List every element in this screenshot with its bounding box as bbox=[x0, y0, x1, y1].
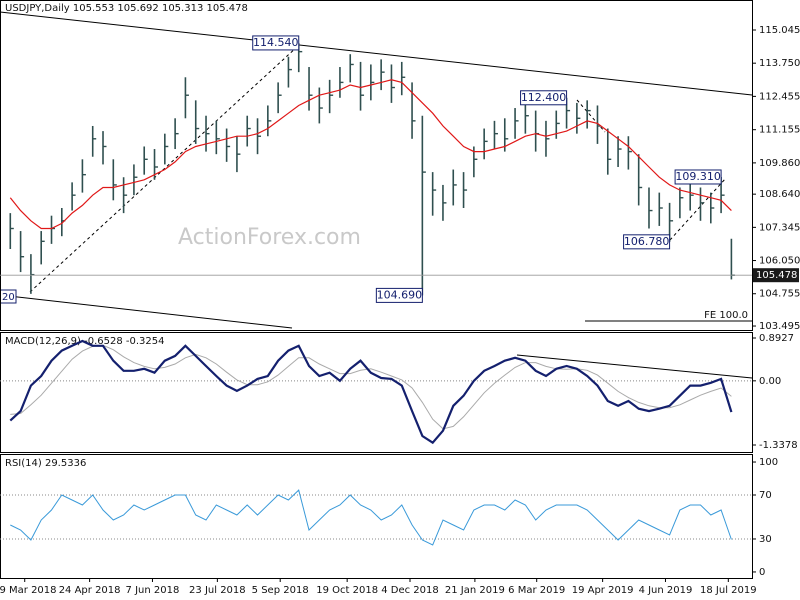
rsi-panel bbox=[0, 454, 753, 579]
moving-average bbox=[9, 79, 732, 230]
annotation-label: 109.310 bbox=[675, 170, 721, 183]
annotation-label: 112.400 bbox=[521, 91, 567, 104]
fib-line bbox=[576, 99, 606, 133]
x-tick-label: 5 Sep 2018 bbox=[252, 585, 309, 596]
watermark: ActionForex.com bbox=[178, 225, 361, 250]
x-tick-label: 9 Mar 2018 bbox=[0, 585, 57, 596]
y-tick-label: 115.045 bbox=[759, 25, 800, 36]
annotation-box bbox=[674, 169, 722, 185]
annotation-box bbox=[520, 90, 568, 106]
macd-panel bbox=[0, 332, 753, 453]
last-price-box bbox=[753, 268, 799, 283]
y-tick-label: -1.3378 bbox=[759, 440, 798, 451]
indicator-line bbox=[10, 344, 732, 430]
y-tick-label: 111.155 bbox=[759, 125, 800, 136]
y-tick-label: 108.640 bbox=[759, 189, 800, 200]
level-label: 20 bbox=[2, 292, 15, 303]
fe-label: FE 100.0 bbox=[704, 310, 748, 321]
x-tick-label: 21 Jan 2019 bbox=[445, 585, 505, 596]
annotation-box bbox=[252, 35, 300, 51]
fib-line bbox=[29, 45, 299, 293]
x-tick-label: 19 Apr 2019 bbox=[572, 585, 634, 596]
x-tick-label: 23 Jul 2018 bbox=[189, 585, 246, 596]
annotation-box bbox=[375, 287, 423, 303]
annotation-label: 106.780 bbox=[624, 235, 670, 248]
indicator-line bbox=[10, 489, 732, 546]
x-tick-label: 7 Jun 2018 bbox=[126, 585, 180, 596]
annotation-label: 114.540 bbox=[253, 36, 299, 49]
level-box bbox=[0, 289, 17, 304]
y-tick-label: 30 bbox=[759, 534, 772, 545]
price-panel bbox=[0, 0, 753, 331]
y-tick-label: 113.750 bbox=[759, 58, 800, 69]
y-tick-label: 106.050 bbox=[759, 256, 800, 267]
macd-trendline bbox=[516, 354, 753, 379]
y-tick-label: 112.455 bbox=[759, 91, 800, 102]
x-tick-label: 19 Oct 2018 bbox=[316, 585, 378, 596]
indicator-line bbox=[9, 339, 733, 445]
channel-line bbox=[0, 11, 753, 96]
y-tick-label: 104.755 bbox=[759, 289, 800, 300]
y-tick-label: 0.8927 bbox=[759, 333, 794, 344]
annotation-label: 104.690 bbox=[377, 288, 423, 301]
channel-line bbox=[0, 294, 293, 329]
annotation-box bbox=[623, 234, 671, 250]
x-tick-label: 18 Jul 2019 bbox=[700, 585, 757, 596]
fib-line bbox=[669, 177, 727, 241]
y-tick-label: 0.00 bbox=[759, 376, 781, 387]
y-tick-label: 0 bbox=[759, 567, 765, 578]
x-tick-label: 24 Apr 2018 bbox=[59, 585, 121, 596]
x-tick-label: 4 Dec 2018 bbox=[381, 585, 439, 596]
chart-title: USDJPY,Daily 105.553 105.692 105.313 105… bbox=[5, 3, 248, 14]
y-tick-label: 103.495 bbox=[759, 321, 800, 332]
y-tick-label: 70 bbox=[759, 490, 772, 501]
x-tick-label: 4 Jun 2019 bbox=[639, 585, 693, 596]
y-tick-label: 100 bbox=[759, 457, 778, 468]
rsi-title: RSI(14) 29.5336 bbox=[5, 458, 86, 469]
y-tick-label: 107.345 bbox=[759, 222, 800, 233]
last-price-label: 105.478 bbox=[756, 270, 797, 281]
y-tick-label: 109.860 bbox=[759, 158, 800, 169]
x-tick-label: 6 Mar 2019 bbox=[508, 585, 565, 596]
